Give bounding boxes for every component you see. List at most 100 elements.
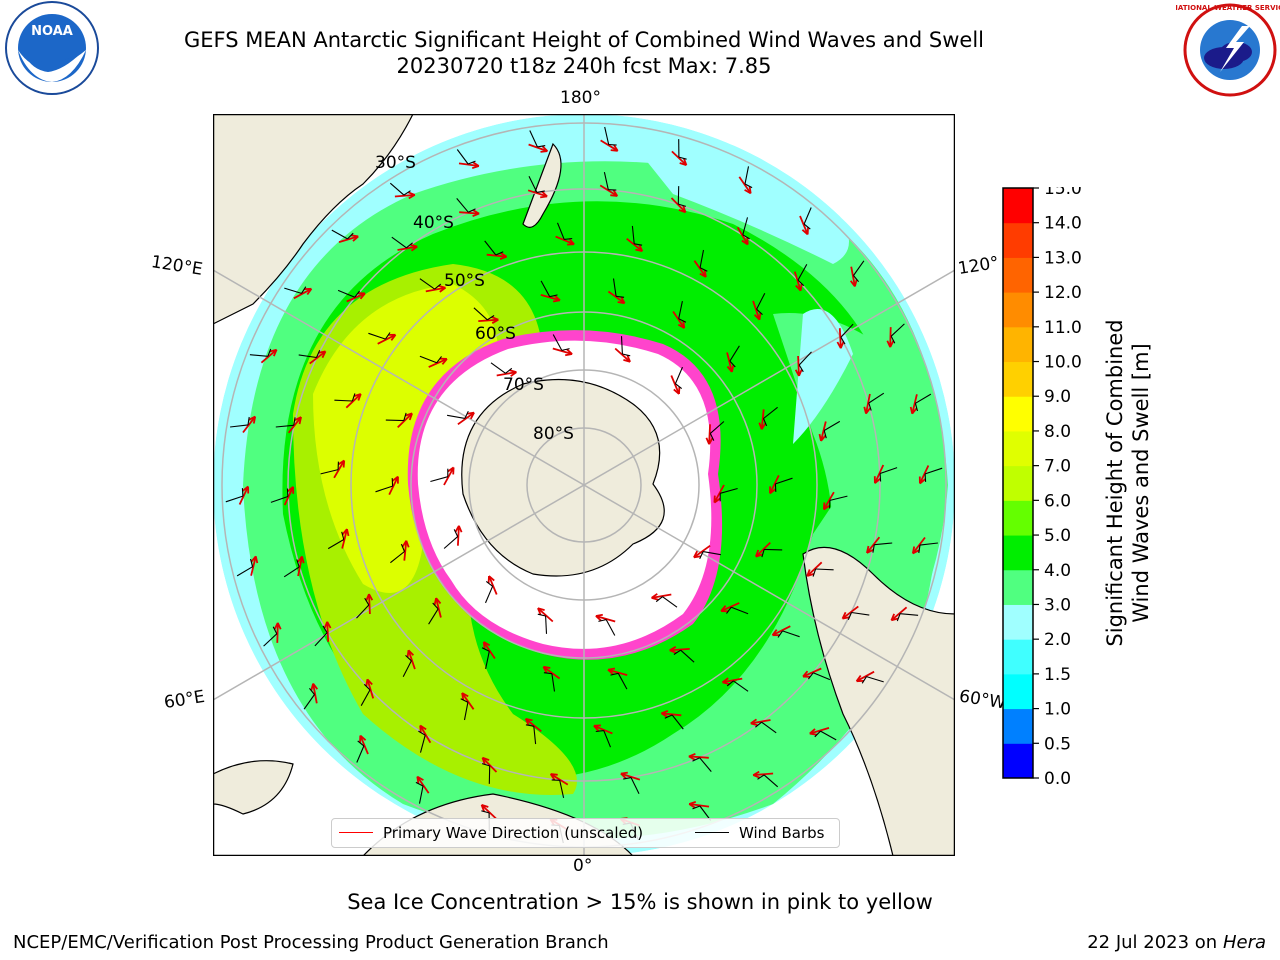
wave-direction-arrow (912, 536, 926, 554)
wind-barb-shaft (879, 467, 898, 475)
wave-direction-arrow (806, 561, 823, 577)
wave-direction-arrowhead (467, 411, 475, 415)
wave-direction-arrowhead (541, 145, 549, 152)
wave-direction-arrow (595, 615, 616, 623)
wind-barb-flag (249, 558, 254, 567)
wave-direction-arrow (540, 294, 561, 302)
wind-barb-flag (549, 294, 558, 298)
colorbar-block (1003, 257, 1033, 293)
wave-direction-arrow (755, 541, 771, 558)
wave-direction-arrow (242, 416, 256, 434)
wave-direction-arrowhead (617, 301, 625, 305)
wave-direction-arrow (260, 349, 278, 364)
sea-ice-caption: Sea Ice Concentration > 15% is shown in … (347, 890, 933, 914)
wind-barb-flag (861, 676, 867, 684)
wind-barb-shaft (559, 780, 565, 799)
wave-direction-arrowhead (744, 189, 752, 195)
wave-direction-arrowhead (537, 607, 545, 611)
wave-direction-arrow (428, 358, 448, 368)
wind-barb-shaft (742, 217, 749, 235)
wind-barb-flag (757, 774, 765, 780)
wave-direction-arrowhead (919, 478, 926, 485)
wave-direction-arrowhead (688, 800, 697, 805)
wind-barb-flag (879, 473, 882, 482)
wave-direction-arrowhead (809, 732, 817, 736)
wind-barb-flag (561, 348, 570, 351)
noaa-logo-text: NOAA (31, 24, 73, 39)
wave-direction-arrow (478, 318, 499, 322)
wave-direction-arrowhead (541, 190, 548, 198)
wave-direction-arrowhead (866, 548, 874, 554)
wind-barb-shaft (356, 604, 370, 619)
wind-barb-shaft (782, 630, 800, 638)
wind-barb-flag (322, 625, 328, 634)
wave-direction-arrow (726, 352, 733, 373)
wind-barb-flag (536, 190, 545, 193)
wind-barb-shaft (485, 651, 490, 670)
wave-direction-arrowhead (273, 622, 279, 630)
colorbar-tick-label: 0.0 (1044, 769, 1071, 787)
wave-direction-arrowhead (509, 369, 517, 373)
colorbar-block (1003, 465, 1033, 501)
colorbar-tick-label: 5.0 (1044, 526, 1071, 546)
wave-direction-arrowhead (651, 597, 659, 601)
colorbar: 0.0 0.5 1.0 1.5 2.0 3.0 4.0 5.0 6.0 7.0 8.0 9.0 10.0… (1002, 187, 1153, 787)
wave-direction-arrowhead (252, 416, 257, 424)
wind-barb-flag (481, 810, 490, 814)
wind-barb-flag (890, 335, 896, 344)
wave-direction-arrowhead (366, 678, 373, 686)
colorbar-tick-label: 12.0 (1044, 283, 1082, 303)
wind-barb-shaft (283, 566, 300, 578)
wave-direction-arrowhead (839, 341, 845, 349)
wave-direction-arrowhead (688, 752, 696, 758)
wind-barb-shaft (761, 721, 777, 734)
wind-barb-shaft (551, 673, 556, 692)
wave-direction-arrowhead (889, 340, 895, 348)
colorbar-block (1003, 604, 1033, 640)
wave-direction-arrowhead (677, 323, 685, 329)
wind-barb-shaft (263, 633, 278, 647)
wind-barb-flag (505, 367, 513, 374)
wave-direction-arrow (309, 350, 327, 365)
wave-direction-arrowhead (909, 406, 914, 414)
wave-direction-arrow (793, 271, 802, 291)
wave-direction-arrow (297, 556, 303, 577)
wave-direction-arrowhead (540, 195, 548, 199)
wind-barb-flag (814, 730, 821, 738)
colorbar-block (1003, 361, 1033, 397)
wave-direction-arrowhead (276, 622, 282, 630)
wave-direction-arrow (919, 465, 930, 484)
lon-label-120w: 120° (956, 252, 1001, 280)
wind-barb-flag (351, 393, 356, 402)
wave-direction-arrowhead (482, 756, 490, 761)
colorbar-tick-label: 3.0 (1044, 595, 1071, 615)
wave-direction-arrowhead (753, 314, 761, 321)
wind-barb-flag (315, 349, 321, 358)
wave-direction-arrowhead (435, 597, 442, 605)
wave-direction-arrowhead (341, 528, 348, 536)
wave-direction-arrow (435, 597, 442, 618)
wind-barb-shaft (890, 323, 905, 337)
wind-barbs (225, 126, 943, 844)
wind-barb-shaft (447, 414, 465, 419)
wind-barb-flag (347, 232, 354, 240)
wave-direction-arrowhead (669, 649, 677, 654)
wind-barb-flag (403, 412, 407, 421)
wind-barb-shaft (320, 469, 339, 475)
wind-barb-shaft (798, 351, 812, 366)
wave-direction-arrow (708, 424, 711, 445)
colorbar-tick-label: 10.0 (1044, 353, 1082, 373)
wind-barb-shaft (249, 354, 268, 357)
wave-direction-arrowhead (481, 757, 486, 765)
wind-barb-flag (241, 488, 244, 497)
wave-direction-arrowhead (250, 555, 257, 563)
wind-barb-shaft (868, 392, 885, 404)
wave-direction-arrowhead (769, 488, 777, 495)
wave-direction-arrow (661, 712, 682, 717)
wave-direction-arrowhead (865, 407, 871, 415)
wind-barb-flag (678, 203, 687, 207)
wind-barb-shaft (775, 477, 793, 485)
wind-barb-shaft (617, 673, 628, 690)
wave-direction-arrowhead (678, 209, 686, 214)
colorbar-ticks: 0.0 0.5 1.0 1.5 2.0 3.0 4.0 5.0 6.0 7.0 8.0 9.0 10.0… (1033, 187, 1082, 787)
